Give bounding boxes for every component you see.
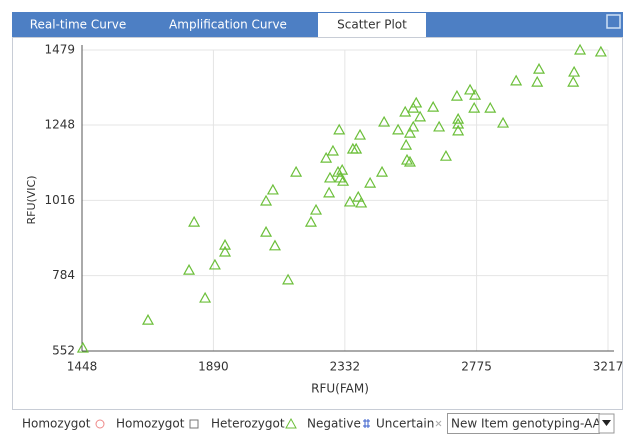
- point: [337, 174, 350, 186]
- legend-label: Homozygot: [116, 417, 185, 431]
- legend-label: Heterozygot: [211, 417, 285, 431]
- point: [219, 238, 232, 250]
- point: [594, 45, 607, 57]
- point: [427, 100, 440, 112]
- point: [266, 183, 279, 195]
- point: [469, 88, 482, 100]
- point: [353, 128, 367, 140]
- point: [532, 62, 546, 74]
- legend-label: Negative: [307, 417, 361, 431]
- point: [375, 165, 389, 177]
- tab[interactable]: Real-time Curve: [30, 18, 127, 32]
- legend-label: Homozygot: [22, 417, 91, 431]
- point: [141, 313, 155, 325]
- tab[interactable]: Scatter Plot: [337, 18, 407, 32]
- point: [567, 75, 580, 87]
- point: [282, 273, 295, 285]
- x-tick-label: 2775: [461, 360, 492, 374]
- point: [452, 117, 465, 129]
- point: [326, 144, 339, 156]
- legend-symbol: [95, 419, 105, 429]
- point: [452, 124, 465, 136]
- point: [268, 239, 281, 251]
- point: [452, 112, 465, 124]
- x-axis-label: RFU(FAM): [311, 382, 369, 396]
- point: [352, 190, 365, 202]
- dropdown-value[interactable]: New Item genotyping-AA: [451, 417, 602, 431]
- point: [403, 155, 416, 167]
- point: [378, 115, 391, 127]
- point: [407, 120, 420, 132]
- point: [468, 101, 481, 113]
- point: [433, 120, 446, 132]
- point: [400, 138, 413, 150]
- point: [188, 215, 201, 227]
- point: [392, 123, 405, 135]
- point: [260, 194, 273, 206]
- point: [450, 89, 463, 101]
- legend-symbol: [189, 419, 199, 429]
- point: [364, 176, 377, 188]
- point: [355, 196, 368, 208]
- point: [497, 116, 510, 128]
- point: [531, 75, 544, 87]
- legend: Homozygot Homozygot Heterozygot Negative…: [22, 417, 442, 431]
- point: [336, 163, 349, 175]
- point: [439, 149, 452, 161]
- point: [309, 203, 323, 215]
- legend-symbol: [363, 419, 370, 428]
- point: [183, 263, 196, 275]
- point: [76, 341, 89, 353]
- point: [400, 153, 414, 165]
- point: [464, 83, 477, 95]
- legend-symbol: [435, 420, 442, 427]
- point: [208, 258, 221, 270]
- y-axis-label: RFU(VIC): [25, 175, 38, 224]
- point: [407, 101, 420, 113]
- y-tick-label: 1479: [44, 43, 75, 57]
- tab-bar: [12, 12, 623, 37]
- point: [320, 151, 333, 163]
- expand-icon[interactable]: [606, 14, 621, 29]
- point: [403, 126, 416, 138]
- point: [410, 96, 423, 108]
- y-tick-label: 1248: [44, 118, 75, 132]
- point: [574, 43, 587, 55]
- legend-label: Uncertain: [376, 417, 434, 431]
- tab[interactable]: Amplification Curve: [169, 18, 287, 32]
- point: [484, 101, 497, 113]
- point: [510, 74, 523, 86]
- point: [290, 165, 303, 177]
- point: [568, 65, 581, 77]
- point: [414, 110, 427, 122]
- x-tick-label: 1890: [198, 360, 229, 374]
- plot: 1448 1890 2332 2775 3217 552 784 1016 1248 1479: [44, 43, 623, 374]
- x-tick-label: 2332: [330, 360, 361, 374]
- x-tick-label: 1448: [67, 360, 98, 374]
- y-tick-label: 552: [52, 344, 75, 358]
- y-tick-label: 1016: [44, 193, 75, 207]
- chart-panel: [12, 37, 623, 410]
- point: [199, 291, 212, 303]
- y-tick-label: 784: [52, 268, 75, 282]
- point: [219, 245, 232, 257]
- dropdown[interactable]: New Item genotyping-AA: [447, 413, 615, 434]
- x-tick-label: 3217: [593, 360, 623, 374]
- active-tab[interactable]: [318, 13, 426, 37]
- point: [260, 225, 273, 237]
- point: [323, 186, 336, 198]
- point: [323, 171, 337, 183]
- point: [333, 123, 346, 135]
- legend-symbol: [285, 417, 297, 429]
- point: [304, 215, 317, 227]
- point: [350, 142, 363, 154]
- point: [399, 105, 412, 117]
